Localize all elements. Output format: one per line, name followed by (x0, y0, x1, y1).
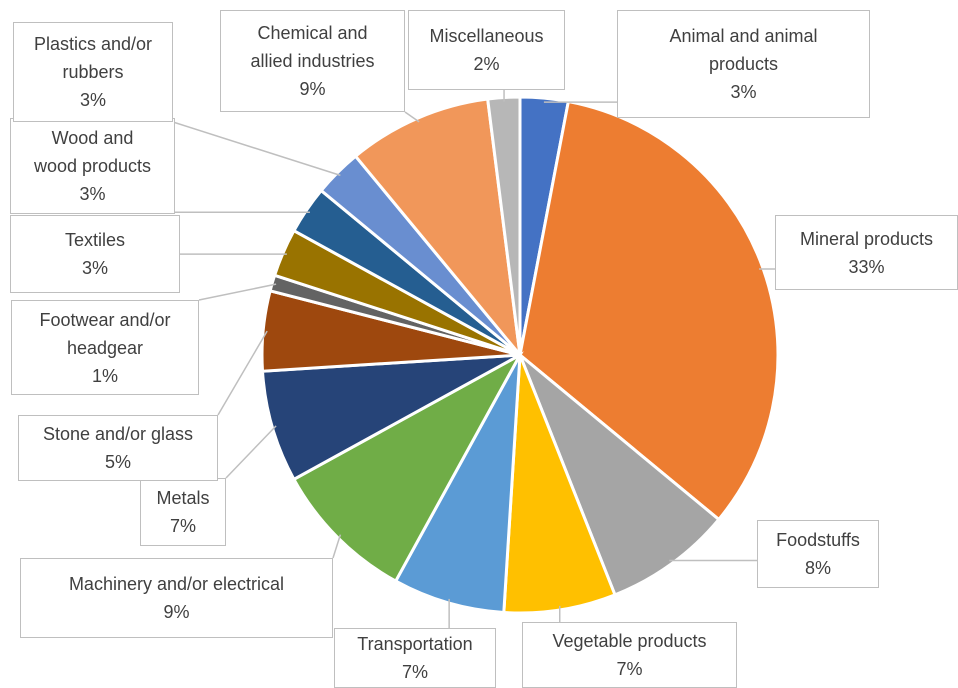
category-label: Foodstuffs (776, 530, 860, 550)
leader-line (217, 330, 268, 416)
data-label: Miscellaneous 2% (408, 10, 565, 90)
category-label: Animal and animal products (669, 26, 818, 74)
data-label: Foodstuffs 8% (757, 520, 879, 588)
category-label: Chemical and allied industries (250, 23, 375, 71)
category-label: Transportation (357, 634, 473, 654)
leader-line (225, 425, 277, 479)
value-label: 7% (616, 659, 643, 679)
value-label: 3% (81, 258, 108, 278)
value-label: 3% (730, 82, 757, 102)
pie-slice (518, 99, 780, 522)
pie-slice (518, 353, 721, 597)
leader-line (404, 111, 420, 123)
category-label: Footwear and/or headgear (39, 309, 171, 358)
category-label: Mineral products (799, 228, 934, 249)
category-label: Wood and wood products (33, 128, 152, 176)
value-label: 5% (104, 452, 131, 472)
data-label: Transportation 7% (334, 628, 496, 688)
value-label: 8% (804, 558, 831, 578)
data-label: Footwear and/or headgear 1% (11, 300, 199, 395)
value-label: 2% (473, 54, 500, 74)
data-label: Mineral products 33% (775, 215, 958, 290)
value-label: 1% (91, 365, 118, 386)
pie-slice (353, 97, 523, 360)
value-label: 9% (163, 602, 190, 622)
pie-slice (393, 354, 522, 615)
category-label: Stone and/or glass (42, 424, 194, 444)
category-label: Textiles (64, 230, 126, 250)
value-label: 3% (79, 90, 106, 110)
leader-line (198, 283, 277, 301)
value-label: 7% (169, 516, 196, 536)
value-label: 7% (401, 662, 428, 682)
category-label: Plastics and/or rubbers (33, 34, 153, 82)
data-label: Machinery and/or electrical 9% (20, 558, 333, 638)
data-label: Animal and animal products 3% (617, 10, 870, 118)
data-label: Metals 7% (140, 478, 226, 546)
data-label: Stone and/or glass 5% (18, 415, 218, 481)
pie-slice (260, 353, 521, 482)
category-label: Machinery and/or electrical (68, 574, 285, 594)
category-label: Vegetable products (552, 631, 707, 651)
data-label: Vegetable products 7% (522, 622, 737, 688)
value-label: 9% (299, 79, 326, 99)
data-label: Textiles 3% (10, 215, 180, 293)
category-label: Miscellaneous (429, 26, 544, 46)
data-label: Wood and wood products 3% (10, 118, 175, 214)
value-label: 33% (848, 256, 885, 277)
value-label: 3% (79, 184, 106, 204)
leader-line (172, 121, 341, 177)
category-label: Metals (156, 488, 210, 508)
leader-line (332, 534, 342, 559)
data-label: Plastics and/or rubbers 3% (13, 22, 173, 122)
data-label: Chemical and allied industries 9% (220, 10, 405, 112)
pie-slice (291, 351, 524, 584)
